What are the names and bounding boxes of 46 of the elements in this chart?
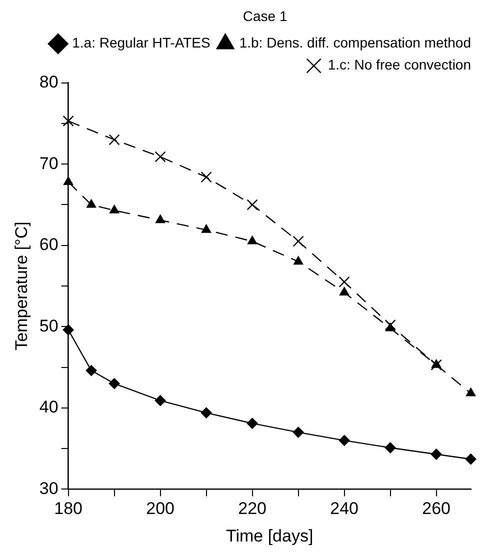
y-tick-label: 60	[39, 235, 58, 254]
point	[63, 176, 74, 185]
point	[62, 324, 74, 336]
point	[339, 287, 350, 296]
x-tick-label: 200	[146, 499, 174, 518]
x-axis-title: Time [days]	[226, 526, 314, 546]
point	[292, 236, 304, 247]
point	[109, 204, 120, 214]
point	[108, 378, 120, 390]
point	[465, 454, 476, 465]
y-tick-label: 80	[39, 72, 58, 92]
legend-title: Case 1	[242, 8, 288, 24]
point	[200, 407, 212, 418]
x-tick-label: 240	[330, 499, 358, 518]
y-tick-label: 40	[39, 398, 58, 417]
point	[247, 236, 258, 244]
point	[338, 434, 350, 446]
x-tick-label: 220	[238, 499, 266, 518]
point	[108, 134, 120, 146]
point	[86, 365, 97, 376]
point	[154, 395, 166, 406]
point	[338, 276, 350, 288]
y-tick-label: 30	[39, 478, 58, 498]
point	[292, 426, 304, 438]
y-tick-label: 50	[39, 316, 58, 336]
legend-label: 1.b: Dens. diff. compensation method	[239, 34, 471, 51]
point	[246, 418, 258, 429]
y-axis-title: Temperature [°C]	[12, 222, 31, 350]
point	[200, 172, 212, 183]
legend-label: 1.c: No free convection	[328, 56, 471, 73]
point	[385, 322, 396, 332]
y-tick-label: 70	[39, 154, 58, 173]
point	[384, 442, 396, 454]
point	[431, 359, 442, 368]
x-tick-label: 180	[54, 499, 82, 518]
point	[430, 448, 442, 460]
point	[466, 388, 476, 396]
point	[155, 214, 166, 224]
point	[201, 224, 212, 233]
point	[154, 151, 166, 162]
legend-label: 1.a: Regular HT-ATES	[72, 34, 210, 51]
point	[246, 199, 258, 210]
point	[62, 115, 74, 127]
x-tick-label: 260	[422, 499, 450, 518]
point	[293, 256, 304, 265]
point	[86, 199, 96, 208]
